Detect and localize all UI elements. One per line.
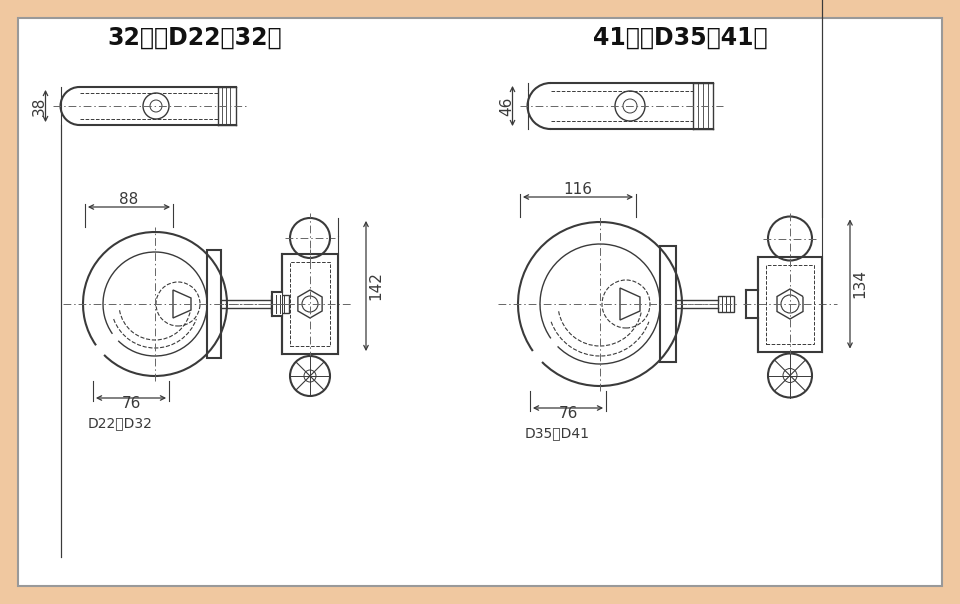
Text: D22～D32: D22～D32 (88, 416, 153, 430)
Text: 76: 76 (121, 396, 141, 411)
Text: 46: 46 (499, 96, 514, 116)
Bar (272, 292, 282, 316)
Bar (290, 262, 330, 346)
Bar (660, 246, 676, 362)
Text: 88: 88 (119, 193, 138, 208)
Text: 32型（D22～32）: 32型（D22～32） (108, 26, 282, 50)
Text: 76: 76 (559, 406, 578, 422)
Bar (271, 295, 289, 313)
Bar (718, 296, 734, 312)
Text: 134: 134 (852, 269, 868, 298)
Bar (758, 257, 822, 352)
Bar (282, 254, 338, 354)
Text: 116: 116 (564, 182, 592, 198)
Bar (766, 265, 814, 344)
Text: 41型（D35～41）: 41型（D35～41） (592, 26, 767, 50)
Text: 38: 38 (32, 96, 47, 116)
Text: 142: 142 (369, 272, 383, 300)
Text: D35～D41: D35～D41 (525, 426, 590, 440)
Bar (207, 250, 221, 358)
